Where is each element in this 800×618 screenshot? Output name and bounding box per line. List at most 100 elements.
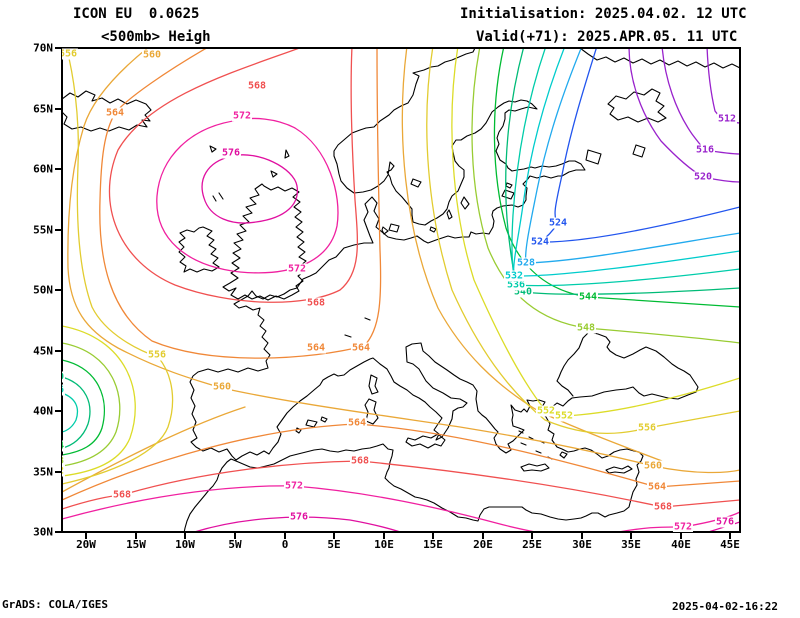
lon-label: 15E xyxy=(423,538,443,551)
lat-label: 55N xyxy=(33,223,53,237)
contour-560-west xyxy=(67,48,740,474)
contour-label-548: 548 xyxy=(62,455,66,467)
lon-label: 25E xyxy=(522,538,542,551)
coast-france-iberia-italy-balkans xyxy=(189,290,699,461)
contour-540-cutoff xyxy=(62,376,91,449)
contour-576-high xyxy=(201,154,299,224)
contour-label-524: 524 xyxy=(529,236,551,248)
contour-536-trough xyxy=(511,48,740,287)
contour-label-536: 536 xyxy=(505,279,527,291)
contour-lines xyxy=(62,48,740,532)
lon-label: 45E xyxy=(720,538,740,551)
lat-tick xyxy=(55,108,62,110)
contour-label-552: 552 xyxy=(535,405,557,417)
contour-572-high xyxy=(156,117,339,274)
lon-label: 20E xyxy=(473,538,493,551)
lon-label: 5E xyxy=(327,538,341,551)
lon-tick xyxy=(482,532,484,539)
lon-tick xyxy=(432,532,434,539)
contour-568-high xyxy=(108,48,359,303)
init-time: Initialisation: 2025.04.02. 12 UTC xyxy=(460,6,747,22)
contour-label-564: 564 xyxy=(305,342,327,354)
contour-label-544: 544 xyxy=(577,291,599,303)
lon-label: 5W xyxy=(228,538,242,551)
contour-label-536: 536 xyxy=(62,384,66,396)
lat-label: 70N xyxy=(33,41,53,55)
contour-label-564: 564 xyxy=(350,342,372,354)
level-title: <500mb> Heigh xyxy=(101,29,211,45)
lat-tick xyxy=(55,350,62,352)
contour-label-576: 576 xyxy=(288,511,310,523)
lon-tick xyxy=(531,532,533,539)
lon-tick xyxy=(630,532,632,539)
coast-lakes xyxy=(344,144,646,338)
lat-label: 40N xyxy=(33,404,53,418)
contour-544-cutoff xyxy=(62,359,106,456)
contour-label-568: 568 xyxy=(111,489,133,501)
contour-label-568: 568 xyxy=(349,455,371,467)
lon-tick xyxy=(184,532,186,539)
contour-label-548: 548 xyxy=(575,322,597,334)
contour-544-trough xyxy=(493,48,740,308)
contour-label-572: 572 xyxy=(286,263,308,275)
lon-tick xyxy=(333,532,335,539)
contour-556-trough xyxy=(426,48,740,434)
contour-label-576: 576 xyxy=(714,516,736,528)
lon-tick xyxy=(284,532,286,539)
lat-tick xyxy=(55,229,62,231)
contour-label-572: 572 xyxy=(672,521,694,532)
lon-tick xyxy=(680,532,682,539)
contour-label-576: 576 xyxy=(220,147,242,159)
contour-548-cutoff xyxy=(62,342,121,467)
contour-label-560: 560 xyxy=(642,460,664,472)
lat-tick xyxy=(55,47,62,49)
contour-label-568: 568 xyxy=(305,297,327,309)
contour-label-544: 544 xyxy=(62,440,66,452)
contour-560-trough xyxy=(401,48,663,462)
contour-576-south xyxy=(192,516,403,532)
contour-536-cutoff xyxy=(62,392,79,433)
lat-label: 65N xyxy=(33,102,53,116)
contour-label-560: 560 xyxy=(211,381,233,393)
contour-560-south xyxy=(62,406,246,493)
contour-552-cutoff xyxy=(62,325,136,477)
lat-tick xyxy=(55,168,62,170)
contour-label-568: 568 xyxy=(652,501,674,513)
contour-labels-layer: 576 576 576 572 572 572 572 568 568 568 568 568 564 5… xyxy=(62,48,740,532)
lat-label: 35N xyxy=(33,465,53,479)
contour-label-556: 556 xyxy=(636,422,658,434)
model-title: ICON EU 0.0625 xyxy=(73,6,200,22)
contour-label-512: 512 xyxy=(716,113,738,125)
valid-time: Valid(+71): 2025.APR.05. 11 UTC xyxy=(476,29,738,45)
contour-label-552: 552 xyxy=(62,465,66,477)
lon-tick xyxy=(581,532,583,539)
contour-552-trough xyxy=(451,48,740,417)
lat-label: 45N xyxy=(33,344,53,358)
lon-tick xyxy=(383,532,385,539)
contour-532-trough xyxy=(512,48,740,277)
coast-anatolia-levant-africa xyxy=(183,407,644,532)
contour-label-568: 568 xyxy=(246,80,268,92)
contour-label-572: 572 xyxy=(231,110,253,122)
contour-label-564: 564 xyxy=(346,417,368,429)
contour-572-south xyxy=(62,485,539,532)
contour-label-520: 520 xyxy=(692,171,714,183)
contour-label-552: 552 xyxy=(553,410,575,422)
lon-label: 10E xyxy=(374,538,394,551)
contour-label-564: 564 xyxy=(646,481,668,493)
coast-great-britain xyxy=(222,183,307,301)
lon-tick xyxy=(234,532,236,539)
lon-tick xyxy=(85,532,87,539)
lon-label: 15W xyxy=(126,538,146,551)
lon-label: 10W xyxy=(175,538,195,551)
creation-timestamp: 2025-04-02-16:22 xyxy=(672,600,778,613)
lon-tick xyxy=(729,532,731,539)
contour-label-572: 572 xyxy=(283,480,305,492)
grads-credit: GrADS: COLA/IGES xyxy=(2,598,108,611)
lon-tick xyxy=(135,532,137,539)
lat-tick xyxy=(55,471,62,473)
coast-ireland xyxy=(178,226,220,273)
lat-label: 50N xyxy=(33,283,53,297)
lat-label: 30N xyxy=(33,525,53,539)
lon-label: 30E xyxy=(572,538,592,551)
